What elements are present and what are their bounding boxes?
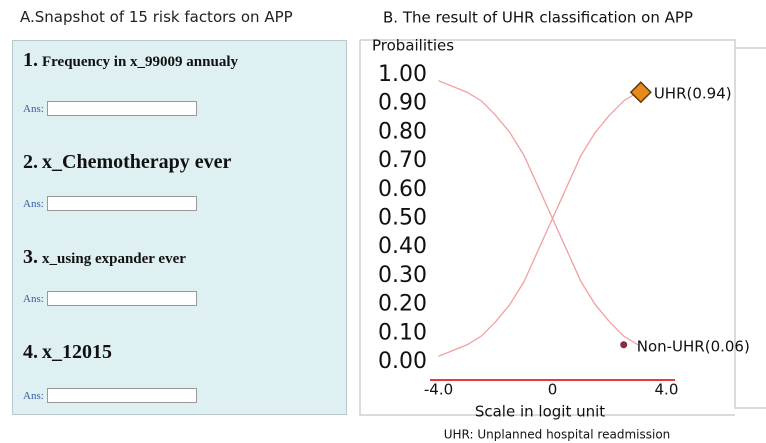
annotation-label: UHR(0.94) — [654, 85, 732, 103]
question-number: 4. — [23, 341, 38, 363]
answer-label: Ans: — [23, 292, 44, 305]
footnote: UHR: Unplanned hospital readmission — [444, 428, 671, 442]
y-tick-label: 0.20 — [378, 292, 427, 317]
form-panel: 1. Frequency in x_99009 annualy Ans: 2. x_… — [12, 40, 347, 415]
answer-input[interactable] — [46, 291, 197, 306]
question-number: 1. — [23, 49, 38, 71]
x-tick-label: -4.0 — [424, 381, 453, 399]
y-tick-label: 0.90 — [378, 91, 427, 116]
answer-input[interactable] — [46, 196, 197, 211]
answer-input[interactable] — [46, 388, 197, 403]
answer-row: Ans: — [23, 101, 197, 116]
y-axis-label: Probailities — [372, 37, 454, 55]
annotation-marker — [629, 81, 652, 104]
annotation-label: Non-UHR(0.06) — [637, 337, 750, 355]
y-tick-label: 0.60 — [378, 177, 427, 202]
question-number: 2. — [23, 151, 38, 173]
question-number: 3. — [23, 246, 38, 268]
answer-row: Ans: — [23, 196, 197, 211]
y-tick-label: 1.00 — [378, 62, 427, 87]
answer-label: Ans: — [23, 197, 44, 210]
form-title: A.Snapshot of 15 risk factors on APP — [20, 8, 293, 26]
frame — [359, 39, 766, 416]
question: 1. Frequency in x_99009 annualy — [23, 49, 238, 72]
answer-input[interactable] — [46, 101, 197, 116]
x-tick-label: 4.0 — [655, 381, 679, 399]
series-line — [438, 80, 639, 346]
question-text: x_Chemotherapy ever — [42, 151, 232, 173]
x-tick-label: 0 — [548, 381, 558, 399]
question-text: x_12015 — [42, 341, 112, 363]
answer-row: Ans: — [23, 291, 197, 306]
y-tick-label: 0.00 — [378, 349, 427, 374]
question: 2. x_Chemotherapy ever — [23, 151, 231, 174]
y-tick-label: 0.80 — [378, 119, 427, 144]
question-text: Frequency in x_99009 annualy — [42, 54, 239, 70]
chart-title: B. The result of UHR classification on A… — [383, 9, 693, 27]
y-tick-label: 0.30 — [378, 263, 427, 288]
annotation-marker — [620, 341, 628, 349]
answer-label: Ans: — [23, 102, 44, 115]
y-tick-label: 0.40 — [378, 234, 427, 259]
question-text: x_using expander ever — [42, 251, 186, 267]
answer-label: Ans: — [23, 389, 44, 402]
question: 4. x_12015 — [23, 341, 112, 364]
y-tick-label: 0.50 — [378, 206, 427, 231]
y-tick-label: 0.70 — [378, 148, 427, 173]
answer-row: Ans: — [23, 388, 197, 403]
question: 3. x_using expander ever — [23, 246, 186, 269]
y-tick-label: 0.10 — [378, 320, 427, 345]
x-axis-label: Scale in logit unit — [475, 403, 605, 421]
series-line — [438, 91, 639, 357]
